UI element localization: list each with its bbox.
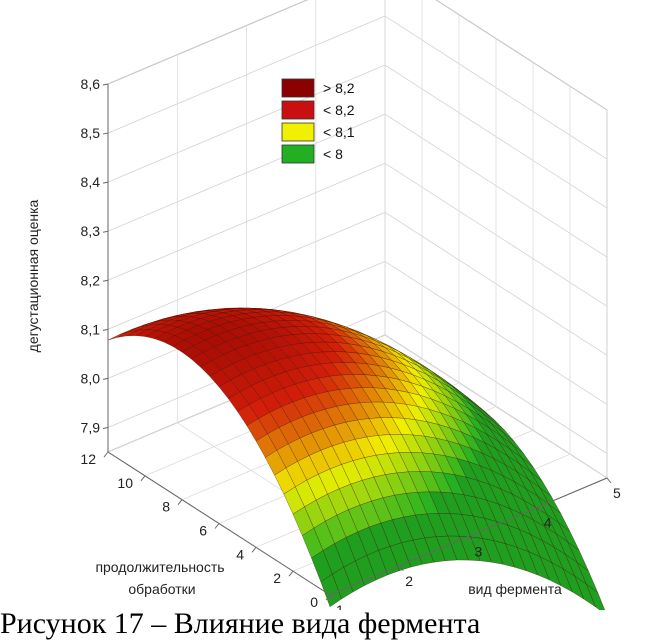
- z-tick-mark: [102, 132, 109, 135]
- legend-swatch: [281, 144, 315, 164]
- y-gridline: [384, 0, 608, 479]
- legend: > 8,2 < 8,2 < 8,1 < 8: [281, 78, 355, 164]
- legend-label: < 8: [323, 146, 343, 162]
- y-tick-label: 5: [613, 485, 621, 501]
- x-tick-mark: [177, 499, 183, 505]
- z-tick-label: 8,0: [81, 370, 101, 386]
- y-tick-label: 2: [405, 573, 413, 589]
- y-tick-label: 3: [475, 544, 483, 560]
- z-tick-label: 8,4: [81, 174, 101, 190]
- legend-label: < 8,2: [323, 102, 355, 118]
- x-tick-mark: [103, 451, 109, 458]
- y-axis-ticks: 1 2 3 4 5: [329, 477, 621, 610]
- y-tick-label: 4: [544, 514, 552, 530]
- legend-label: > 8,2: [323, 80, 355, 96]
- z-tick-label: 8,2: [81, 272, 101, 288]
- response-surface: [107, 307, 606, 610]
- x-axis-ticks: 0 2 4 6 8 10 12: [80, 451, 331, 610]
- z-tick-mark: [102, 181, 109, 184]
- legend-swatch: [281, 100, 315, 120]
- x-axis-label-line2: обработки: [128, 581, 195, 597]
- z-tick-label: 8,5: [81, 125, 101, 141]
- surface-cell: [320, 573, 342, 608]
- y-tick-mark: [537, 506, 543, 513]
- y-tick-mark: [329, 594, 335, 601]
- z-axis-label: дегустационная оценка: [25, 199, 41, 352]
- x-tick-mark: [214, 523, 220, 529]
- z-tick-mark: [102, 279, 109, 282]
- z-axis-ticks: 7,9 8,0 8,1 8,2 8,3 8,4 8,5 8,6: [81, 76, 109, 435]
- legend-swatch: [281, 122, 315, 142]
- z-tick-mark: [102, 230, 109, 233]
- y-tick-mark: [468, 536, 473, 542]
- z-tick-label: 7,9: [81, 419, 101, 435]
- y-axis-label: вид фермента: [468, 581, 562, 597]
- x-tick-label: 4: [236, 546, 244, 562]
- x-tick-label: 2: [273, 570, 281, 586]
- z-tick-label: 8,3: [81, 223, 101, 239]
- legend-label: < 8,1: [323, 124, 355, 140]
- y-tick-mark: [398, 565, 404, 572]
- z-tick-mark: [102, 377, 109, 380]
- x-tick-mark: [288, 570, 294, 577]
- x-axis-label-line1: продолжительность: [95, 559, 224, 575]
- y-tick-label: 1: [336, 602, 344, 610]
- z-tick-label: 8,6: [81, 76, 101, 92]
- z-tick-mark: [102, 328, 109, 331]
- x-tick-mark: [140, 475, 146, 482]
- x-tick-label: 8: [162, 499, 170, 515]
- legend-swatch: [281, 78, 315, 98]
- x-tick-label: 10: [117, 475, 133, 491]
- z-tick-mark: [102, 83, 109, 86]
- z-tick-label: 8,1: [81, 321, 101, 337]
- x-tick-mark: [251, 547, 257, 553]
- x-tick-label: 12: [80, 451, 96, 467]
- z-tick-mark: [102, 426, 109, 429]
- x-tick-mark: [325, 594, 331, 601]
- x-tick-label: 0: [310, 594, 318, 610]
- figure-caption: Рисунок 17 – Влияние вида фермента: [0, 608, 481, 640]
- x-tick-label: 6: [199, 523, 207, 539]
- y-tick-mark: [606, 477, 612, 484]
